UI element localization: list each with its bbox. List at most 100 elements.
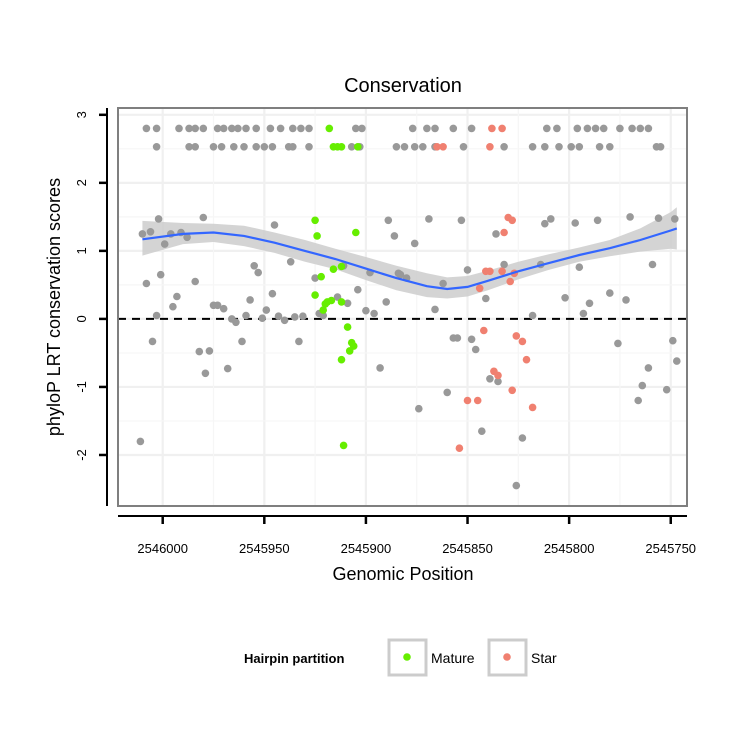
point-other <box>160 240 169 248</box>
x-tick-label: 2545750 <box>645 541 696 556</box>
point-other <box>152 143 161 151</box>
point-other <box>599 124 608 133</box>
point-other <box>543 124 551 133</box>
point-mature <box>329 143 338 151</box>
point-other <box>622 296 630 304</box>
point-other <box>500 260 508 269</box>
point-other <box>276 124 285 133</box>
legend-symbol-star <box>503 653 511 661</box>
point-other <box>449 124 458 133</box>
point-other <box>673 357 681 365</box>
point-other <box>494 377 502 386</box>
point-other <box>656 143 665 151</box>
point-other <box>644 364 653 372</box>
point-other <box>628 124 636 133</box>
point-other <box>423 124 431 133</box>
point-other <box>463 266 472 274</box>
point-other <box>453 334 462 342</box>
point-star <box>512 332 521 340</box>
point-other <box>299 312 307 321</box>
smooth-trend-line <box>142 227 678 291</box>
point-mature <box>319 306 328 314</box>
point-star <box>500 228 508 237</box>
legend-symbol-mature <box>403 653 411 661</box>
point-mature <box>352 228 360 237</box>
point-other <box>305 124 313 133</box>
point-other <box>528 143 537 151</box>
point-other <box>280 316 289 325</box>
y-tick-label: 3 <box>74 111 89 118</box>
point-other <box>467 335 476 344</box>
point-other <box>268 289 277 298</box>
point-star <box>486 267 494 276</box>
point-other <box>242 124 250 133</box>
point-other <box>246 296 254 304</box>
point-other <box>382 298 391 306</box>
points-other <box>136 124 681 490</box>
x-tick-label: 2545950 <box>239 541 290 556</box>
point-mature <box>329 265 338 274</box>
point-other <box>553 124 561 133</box>
y-tick-label: 2 <box>74 179 89 186</box>
point-other <box>571 219 579 227</box>
point-other <box>219 124 228 133</box>
point-other <box>268 143 277 151</box>
point-other <box>579 309 588 318</box>
point-mature <box>313 232 321 240</box>
point-star <box>506 277 514 286</box>
point-mature <box>317 272 326 281</box>
point-mature <box>327 296 336 305</box>
point-other <box>138 230 147 238</box>
point-other <box>439 279 447 288</box>
point-other <box>319 311 328 320</box>
point-other <box>358 124 366 133</box>
y-axis-title: phyloP LRT conservation scores <box>44 178 64 436</box>
point-mature <box>325 124 334 133</box>
point-star <box>473 396 482 405</box>
point-mature <box>343 323 352 331</box>
point-mature <box>337 262 346 271</box>
point-other <box>410 239 419 248</box>
x-axis: 2546000 2545950 2545900 2545850 2545800 25457… <box>118 515 696 556</box>
point-star <box>480 326 488 335</box>
point-other <box>213 301 222 310</box>
point-other <box>175 124 183 133</box>
point-star <box>498 267 506 276</box>
point-other <box>528 311 537 320</box>
point-other <box>152 124 161 133</box>
x-axis-title: Genomic Position <box>332 564 473 584</box>
point-other <box>232 318 240 327</box>
point-other <box>199 124 208 133</box>
point-other <box>459 143 468 151</box>
legend-item-star: Star <box>487 638 557 677</box>
point-star <box>439 143 447 151</box>
point-other <box>274 312 283 321</box>
point-other <box>541 219 549 228</box>
point-other <box>252 124 260 133</box>
chart-title: Conservation <box>344 75 462 97</box>
point-mature <box>337 355 346 364</box>
point-mature <box>339 441 348 450</box>
point-other <box>595 143 604 151</box>
point-other <box>648 260 657 269</box>
legend-label-star: Star <box>531 650 557 666</box>
point-mature <box>354 143 362 151</box>
point-other <box>410 143 419 151</box>
point-other <box>219 304 228 313</box>
x-tick-label: 2546000 <box>137 541 188 556</box>
point-other <box>201 369 210 378</box>
point-other <box>431 124 439 133</box>
point-other <box>567 143 575 151</box>
point-star <box>488 124 496 133</box>
point-other <box>492 230 500 238</box>
point-other <box>169 302 177 311</box>
point-other <box>297 124 305 133</box>
point-other <box>142 279 151 288</box>
point-other <box>152 311 161 320</box>
legend-item-mature: Mature <box>387 638 475 677</box>
point-other <box>671 215 679 223</box>
y-tick-label: -1 <box>74 381 89 393</box>
point-star <box>518 337 527 346</box>
plot-border <box>117 107 688 507</box>
point-other <box>185 143 193 151</box>
